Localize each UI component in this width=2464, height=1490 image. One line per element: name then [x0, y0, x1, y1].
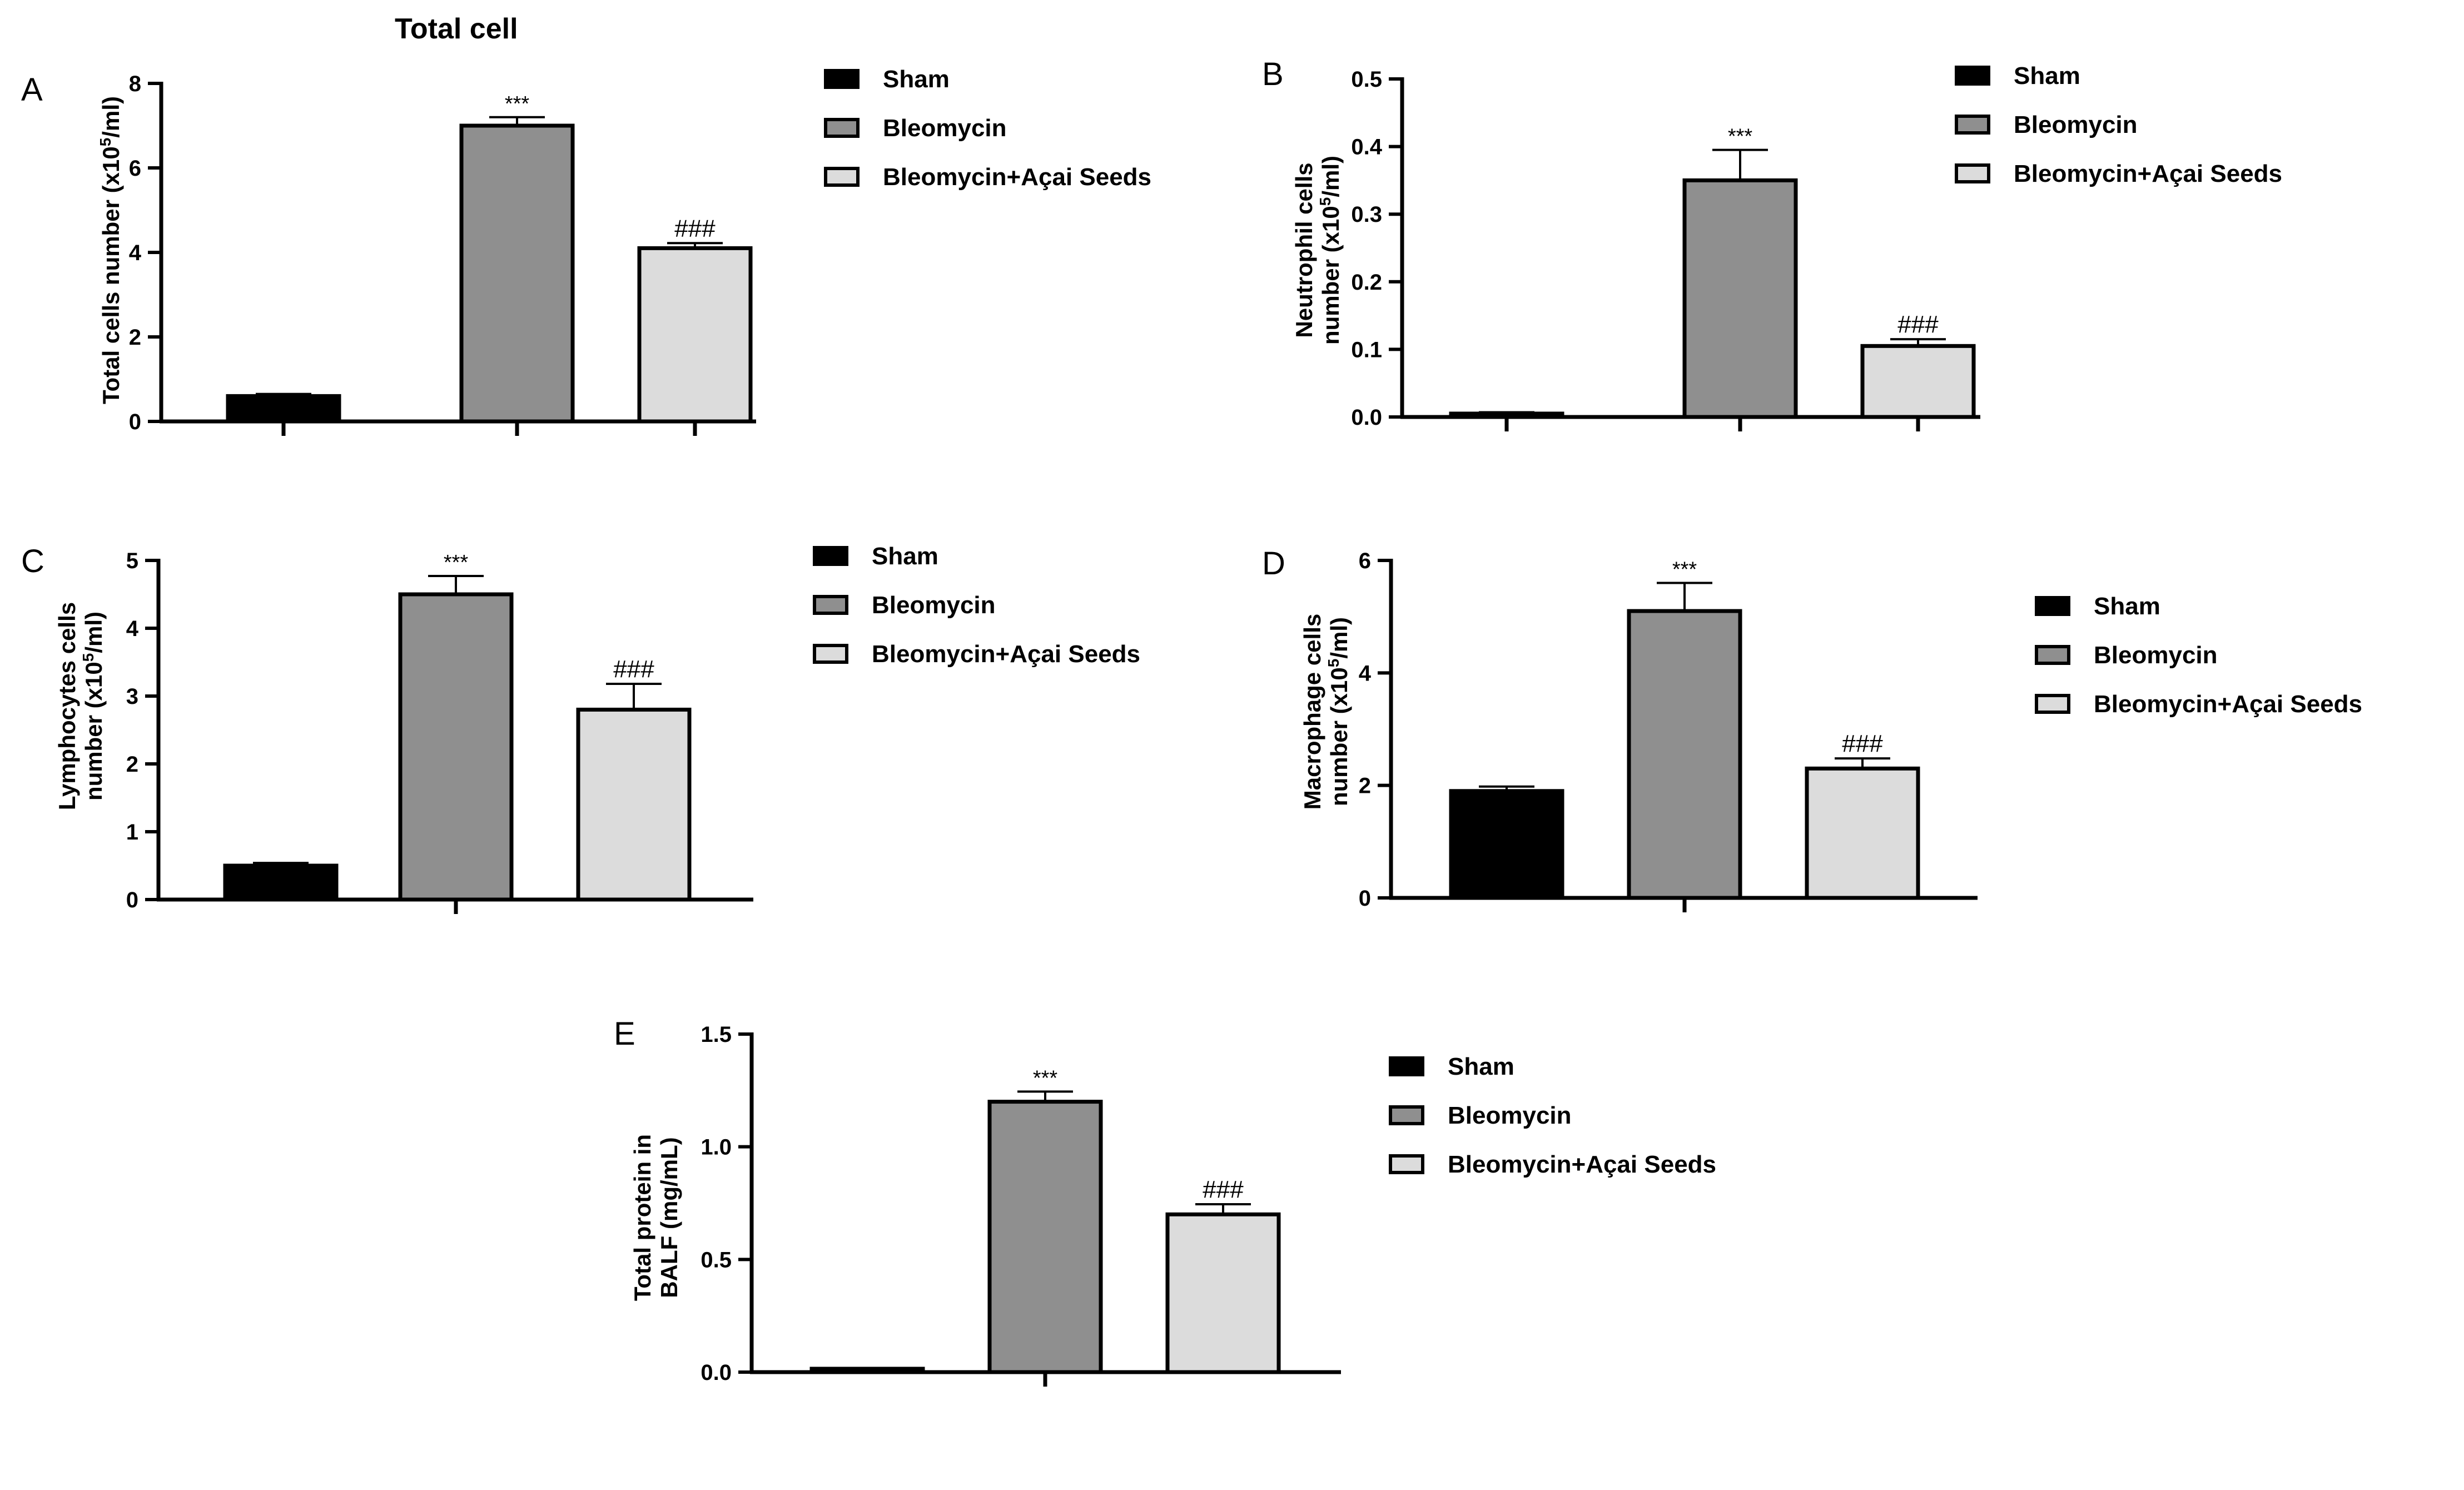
legend-label: Bleomycin: [2094, 642, 2218, 669]
panel-e: E Total protein in BALF (mg/mL) *** ### 0.…: [556, 979, 1890, 1468]
y-tick-label: 0: [1359, 886, 1371, 911]
bar-chart-c: *** ### 0 1 2 3 4 5: [126, 549, 753, 914]
legend-label: Sham: [1448, 1053, 1514, 1080]
panel-letter: C: [21, 543, 44, 579]
legend-swatch: [824, 167, 860, 187]
legend-label: Bleomycin+Açai Seeds: [883, 163, 1152, 191]
bar: [1860, 344, 1976, 419]
y-tick-label: 4: [129, 241, 142, 265]
bar-chart-a: *** ### 0 2 4 6 8: [129, 72, 756, 436]
bar: [987, 1100, 1103, 1374]
bar-chart-d: *** ### 0 2 4 6: [1359, 549, 1978, 912]
panel-c: C Lymphocytes cells number (x105/ml) ***…: [0, 489, 1223, 945]
legend-swatch: [813, 546, 848, 566]
y-tick-label: 6: [1359, 549, 1371, 573]
y-tick-label: 0: [126, 888, 138, 912]
y-tick-label: 2: [126, 752, 138, 777]
bar: [1805, 766, 1920, 900]
bar: [576, 707, 692, 902]
panel-d: D Macrophage cells number (x105/ml) *** #…: [1223, 489, 2464, 945]
legend-label: Sham: [872, 543, 938, 570]
panel-letter: A: [21, 72, 43, 108]
legend-label: Bleomycin: [1448, 1102, 1572, 1129]
bar: [398, 592, 514, 902]
y-tick-label: 2: [129, 325, 141, 350]
legend-label: Sham: [2094, 593, 2160, 620]
bar: [459, 123, 575, 424]
y-tick-label: 1.5: [701, 1022, 732, 1047]
legend-label: Bleomycin+Açai Seeds: [2094, 691, 2363, 718]
y-tick-label: 0: [129, 410, 141, 434]
significance-label: ###: [674, 215, 716, 242]
y-tick-label: 5: [126, 549, 138, 573]
y-tick-label: 0.1: [1351, 337, 1382, 362]
y-tick-label: 0.0: [701, 1360, 732, 1385]
y-tick-label: 1.0: [701, 1135, 732, 1160]
legend-swatch: [1389, 1056, 1424, 1076]
legend-swatch: [813, 595, 848, 615]
y-tick-label: 0.4: [1351, 135, 1382, 160]
legend-label: Bleomycin: [872, 592, 996, 619]
legend-label: Sham: [883, 66, 950, 93]
significance-label: ***: [1672, 558, 1697, 581]
significance-label: ###: [1897, 311, 1939, 338]
legend-swatch: [824, 69, 860, 89]
significance-label: ###: [1203, 1176, 1244, 1203]
panel-a: A Total cell Total cells number (x105/ml…: [0, 0, 1223, 489]
bar: [1627, 609, 1742, 900]
panel-letter: B: [1262, 56, 1284, 92]
legend-swatch: [1389, 1105, 1424, 1125]
y-tick-label: 0.2: [1351, 270, 1382, 295]
bar-chart-b: *** ### 0.0 0.1 0.2 0.3 0.4 0.5: [1351, 67, 1980, 431]
y-tick-label: 2: [1359, 774, 1371, 798]
y-tick-label: 6: [129, 156, 141, 181]
chart-title: Total cell: [395, 13, 518, 45]
legend-swatch: [824, 118, 860, 138]
legend-label: Bleomycin+Açai Seeds: [872, 640, 1141, 668]
y-tick-label: 0.3: [1351, 202, 1382, 227]
bar-chart-e: *** ### 0.0 0.5 1.0 1.5: [701, 1022, 1341, 1387]
y-tick-label: 0.5: [1351, 67, 1382, 92]
significance-label: ***: [1033, 1066, 1058, 1090]
significance-label: ###: [613, 655, 654, 683]
legend-swatch: [813, 644, 848, 664]
legend-swatch: [1389, 1154, 1424, 1174]
y-tick-label: 1: [126, 820, 138, 845]
panel-letter: D: [1262, 545, 1285, 582]
legend-swatch: [1955, 66, 1990, 86]
y-tick-label: 0.5: [701, 1248, 732, 1272]
legend-swatch: [2035, 596, 2070, 616]
y-tick-label: 8: [129, 72, 141, 96]
bar: [223, 863, 339, 902]
significance-label: ***: [505, 92, 530, 116]
bar: [226, 394, 341, 424]
legend-label: Bleomycin: [2014, 111, 2138, 138]
legend-swatch: [1955, 115, 1990, 135]
bar: [637, 246, 753, 424]
bar: [1682, 178, 1798, 419]
legend-swatch: [1955, 163, 1990, 183]
significance-label: ###: [1842, 730, 1883, 757]
panel-b: B Neutrophil cells number (x105/ml) *** #…: [1223, 0, 2464, 489]
legend-swatch: [2035, 694, 2070, 714]
legend-label: Bleomycin+Açai Seeds: [1448, 1151, 1717, 1178]
bar: [1449, 789, 1564, 900]
legend-swatch: [2035, 645, 2070, 665]
significance-label: ***: [444, 551, 469, 574]
panel-letter: E: [614, 1016, 635, 1052]
y-tick-label: 4: [1359, 661, 1372, 686]
legend-label: Sham: [2014, 62, 2080, 90]
y-tick-label: 3: [126, 684, 138, 709]
significance-label: ***: [1728, 125, 1753, 148]
bar: [1165, 1212, 1281, 1374]
y-tick-label: 4: [126, 617, 139, 641]
legend-label: Bleomycin+Açai Seeds: [2014, 160, 2283, 187]
legend-label: Bleomycin: [883, 115, 1007, 142]
y-tick-label: 0.0: [1351, 405, 1382, 430]
